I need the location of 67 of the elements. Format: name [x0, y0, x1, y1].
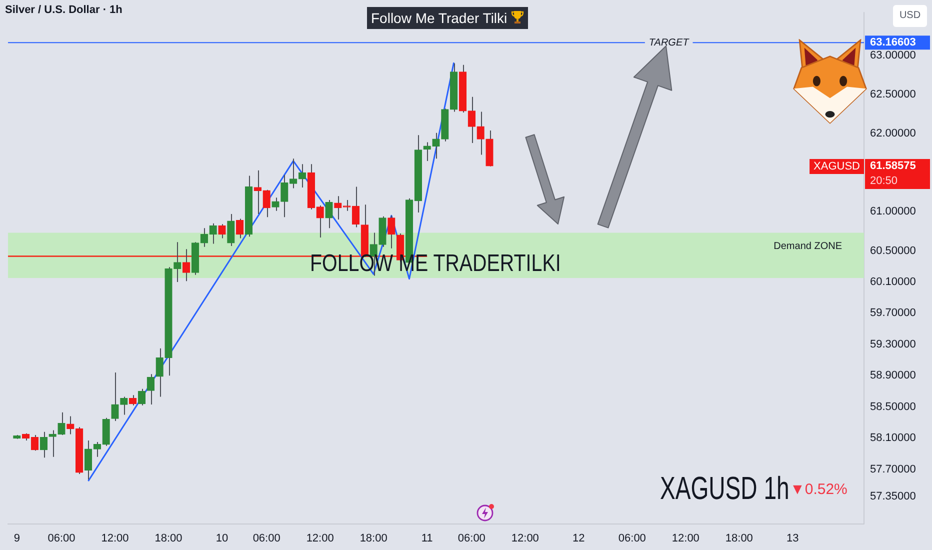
- y-tick-label: 58.50000: [870, 400, 916, 413]
- y-tick-label: 59.30000: [870, 338, 916, 350]
- y-tick-label: 62.50000: [870, 88, 916, 101]
- y-tick-label: 57.70000: [870, 463, 916, 476]
- candlestick: [254, 170, 262, 215]
- candlestick: [146, 374, 154, 406]
- x-tick-label: 12: [572, 532, 585, 545]
- band-label: Demand ZONE: [774, 241, 842, 252]
- x-tick-label: 18:00: [725, 532, 753, 545]
- x-tick-label: 06:00: [618, 532, 646, 545]
- y-tick-label: 58.90000: [870, 370, 916, 382]
- candlestick: [236, 218, 244, 239]
- y-tick-label: 63.16603: [870, 36, 916, 49]
- candlestick: [66, 416, 74, 435]
- y-axis-title: USD: [893, 5, 927, 27]
- candlestick: [93, 442, 101, 458]
- candlestick: [84, 440, 92, 480]
- annotation: XAGUSD: [814, 160, 860, 172]
- y-tick-label: 61.58575: [870, 160, 916, 172]
- candlestick: [325, 199, 333, 229]
- candlestick: [432, 132, 440, 160]
- x-tick-label: 12:00: [511, 532, 539, 545]
- candlestick: [468, 96, 476, 144]
- text: 20:50: [870, 174, 898, 187]
- x-tick-label: 18:00: [360, 532, 388, 545]
- x-tick-label: 9: [14, 532, 20, 545]
- candlestick: [334, 196, 342, 220]
- candlestick: [156, 348, 164, 398]
- x-tick-label: 06:00: [252, 532, 280, 545]
- x-tick-label: 18:00: [154, 532, 182, 545]
- x-tick-label: 10: [216, 532, 228, 545]
- y-tick-label: 62.00000: [870, 128, 916, 140]
- y-tick-label: 58.10000: [870, 432, 916, 444]
- chart-subtitle: Follow Me Trader Tilki: [371, 10, 508, 26]
- x-tick-label: 06:00: [458, 532, 486, 545]
- candlestick: [352, 186, 360, 228]
- candlestick: [111, 372, 119, 422]
- candlestick: [388, 215, 396, 249]
- y-tick-label: 63.00000: [870, 50, 916, 62]
- x-tick-label: 12:00: [306, 532, 334, 545]
- candlestick: [262, 189, 270, 218]
- x-tick-label: 06:00: [48, 532, 76, 545]
- x-tick-label: 11: [421, 532, 433, 545]
- x-tick-label: 13: [786, 532, 799, 545]
- candlestick: [227, 214, 235, 247]
- candlestick: [174, 242, 182, 282]
- y-tick-label: 59.70000: [870, 307, 916, 320]
- chart-title: Silver / U.S. Dollar · 1h: [5, 4, 122, 17]
- y-tick-label: 61.00000: [870, 206, 916, 218]
- annotation: ▼0.52%: [790, 481, 848, 498]
- x-tick-label: 12:00: [672, 532, 700, 545]
- candlestick: [290, 158, 298, 189]
- candlestick: [182, 248, 190, 282]
- candlestick: [280, 174, 288, 218]
- candlestick: [423, 142, 431, 162]
- ref-line-label: TARGET: [648, 37, 690, 48]
- candlestick: [298, 164, 306, 188]
- annotation: XAGUSD 1h: [660, 470, 790, 506]
- candlestick: [40, 431, 48, 458]
- candlestick: [476, 111, 484, 156]
- y-tick-label: 60.10000: [870, 276, 916, 288]
- candlestick: [138, 388, 146, 406]
- y-tick-label: 60.50000: [870, 244, 916, 257]
- candlestick: [48, 430, 56, 458]
- x-tick-label: 12:00: [101, 532, 129, 545]
- candlestick: [120, 396, 128, 416]
- y-tick-label: 57.35000: [870, 490, 916, 503]
